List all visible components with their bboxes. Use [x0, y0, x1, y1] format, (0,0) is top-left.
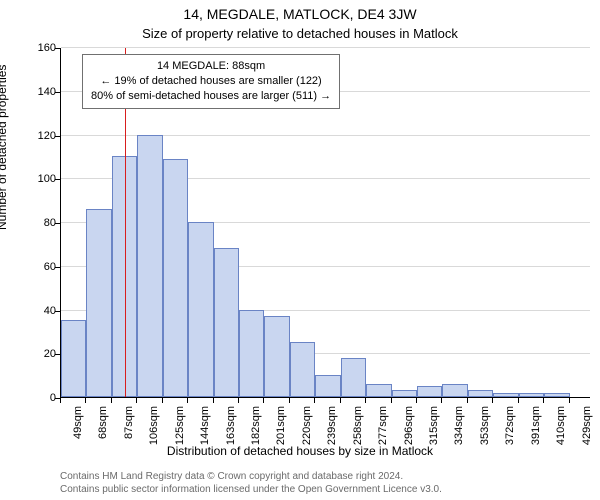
x-tick-label: 429sqm [581, 406, 593, 446]
x-tick-mark [314, 398, 315, 403]
y-tick-label: 80 [16, 217, 56, 229]
chart-container: { "title_main": "14, MEGDALE, MATLOCK, D… [0, 0, 600, 500]
x-tick-mark [416, 398, 417, 403]
histogram-bar [519, 393, 544, 397]
x-tick-label: 49sqm [72, 406, 84, 446]
x-tick-label: 220sqm [301, 406, 313, 446]
x-tick-label: 315sqm [428, 406, 440, 446]
y-tick-label: 40 [16, 305, 56, 317]
x-tick-mark [187, 398, 188, 403]
x-tick-mark [213, 398, 214, 403]
x-tick-label: 68sqm [97, 406, 109, 446]
y-tick-label: 100 [16, 173, 56, 185]
histogram-bar [417, 386, 442, 397]
x-tick-mark [569, 398, 570, 403]
x-tick-mark [162, 398, 163, 403]
x-tick-label: 410sqm [555, 406, 567, 446]
credit-line: Contains public sector information licen… [60, 483, 442, 496]
histogram-bar [493, 393, 518, 397]
y-tick-label: 140 [16, 86, 56, 98]
x-tick-label: 277sqm [377, 406, 389, 446]
chart-subtitle: Size of property relative to detached ho… [0, 26, 600, 41]
histogram-bar [137, 135, 162, 398]
x-axis-label: Distribution of detached houses by size … [0, 444, 600, 458]
y-tick-label: 60 [16, 261, 56, 273]
histogram-bar [366, 384, 391, 397]
x-tick-mark [60, 398, 61, 403]
histogram-bar [315, 375, 340, 397]
x-tick-mark [136, 398, 137, 403]
x-tick-label: 201sqm [275, 406, 287, 446]
x-tick-mark [518, 398, 519, 403]
histogram-bar [264, 316, 289, 397]
histogram-bar [468, 390, 493, 397]
y-tick-label: 0 [16, 392, 56, 404]
x-tick-mark [111, 398, 112, 403]
x-tick-mark [263, 398, 264, 403]
x-tick-label: 106sqm [148, 406, 160, 446]
x-tick-label: 87sqm [123, 406, 135, 446]
x-tick-mark [340, 398, 341, 403]
histogram-bar [214, 248, 239, 397]
annotation-box: 14 MEGDALE: 88sqm ← 19% of detached hous… [82, 54, 340, 109]
x-tick-label: 353sqm [479, 406, 491, 446]
histogram-bar [544, 393, 569, 397]
annotation-line: ← 19% of detached houses are smaller (12… [91, 74, 331, 89]
x-tick-label: 334sqm [453, 406, 465, 446]
x-tick-label: 258sqm [352, 406, 364, 446]
y-axis-label: Number of detached properties [0, 65, 9, 230]
y-tick-label: 160 [16, 42, 56, 54]
x-tick-label: 182sqm [250, 406, 262, 446]
x-tick-label: 391sqm [530, 406, 542, 446]
histogram-bar [341, 358, 366, 397]
x-tick-mark [543, 398, 544, 403]
x-tick-mark [365, 398, 366, 403]
x-tick-mark [441, 398, 442, 403]
histogram-bar [188, 222, 213, 397]
credit-line: Contains HM Land Registry data © Crown c… [60, 470, 442, 483]
histogram-bar [61, 320, 86, 397]
chart-title: 14, MEGDALE, MATLOCK, DE4 3JW [0, 6, 600, 22]
x-tick-mark [492, 398, 493, 403]
gridline [61, 47, 590, 48]
x-tick-label: 144sqm [199, 406, 211, 446]
x-tick-label: 239sqm [326, 406, 338, 446]
x-tick-mark [238, 398, 239, 403]
x-tick-label: 163sqm [225, 406, 237, 446]
y-tick-label: 20 [16, 348, 56, 360]
x-tick-mark [467, 398, 468, 403]
histogram-bar [392, 390, 417, 397]
x-tick-label: 125sqm [174, 406, 186, 446]
histogram-bar [239, 310, 264, 398]
credit-text: Contains HM Land Registry data © Crown c… [60, 470, 442, 496]
x-tick-label: 296sqm [403, 406, 415, 446]
histogram-bar [442, 384, 467, 397]
annotation-line: 14 MEGDALE: 88sqm [91, 59, 331, 74]
annotation-line: 80% of semi-detached houses are larger (… [91, 89, 331, 104]
x-tick-label: 372sqm [504, 406, 516, 446]
histogram-bar [163, 159, 188, 397]
x-tick-mark [85, 398, 86, 403]
x-tick-mark [391, 398, 392, 403]
y-tick-label: 120 [16, 130, 56, 142]
histogram-bar [290, 342, 315, 397]
x-tick-mark [289, 398, 290, 403]
histogram-bar [86, 209, 111, 397]
